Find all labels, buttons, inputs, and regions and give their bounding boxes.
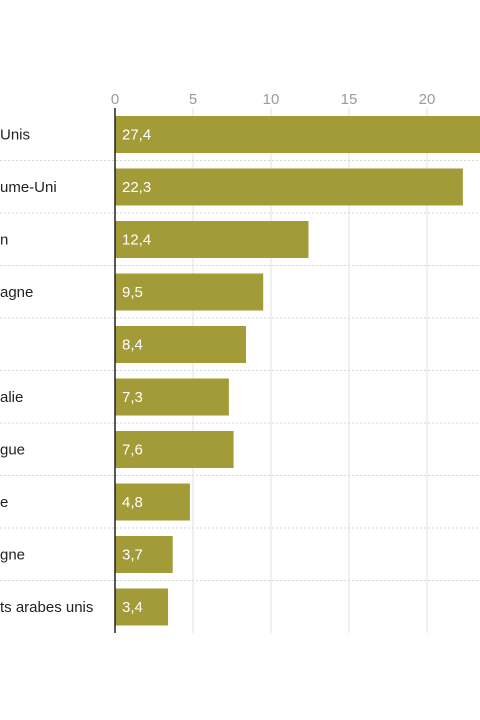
category-label: Unis xyxy=(0,127,30,144)
value-label: 3,4 xyxy=(122,599,143,616)
x-tick-label: 10 xyxy=(263,91,280,108)
bar xyxy=(115,483,190,521)
value-label: 4,8 xyxy=(122,494,143,511)
category-label: ts arabes unis xyxy=(0,599,93,616)
bar xyxy=(115,273,264,311)
x-tick-label: 15 xyxy=(341,91,358,108)
category-label: gne xyxy=(0,547,25,564)
value-label: 9,5 xyxy=(122,284,143,301)
x-tick-label: 0 xyxy=(111,91,119,108)
x-tick-label: 5 xyxy=(189,91,197,108)
x-tick-label: 20 xyxy=(419,91,436,108)
value-label: 7,3 xyxy=(122,389,143,406)
bar xyxy=(115,378,229,416)
value-label: 7,6 xyxy=(122,442,143,459)
value-label: 12,4 xyxy=(122,232,151,249)
value-label: 3,7 xyxy=(122,547,143,564)
category-label: n xyxy=(0,232,8,249)
bar xyxy=(115,116,480,153)
category-label: ume-Uni xyxy=(0,179,57,196)
bar xyxy=(115,588,169,626)
bar xyxy=(115,221,309,258)
value-label: 8,4 xyxy=(122,337,143,354)
bar xyxy=(115,326,247,363)
bar xyxy=(115,431,234,468)
value-label: 22,3 xyxy=(122,179,151,196)
category-label: e xyxy=(0,494,8,511)
category-label: gue xyxy=(0,442,25,459)
bar xyxy=(115,536,173,573)
category-label: alie xyxy=(0,389,23,406)
bar xyxy=(115,168,463,206)
category-label: agne xyxy=(0,284,33,301)
value-label: 27,4 xyxy=(122,127,151,144)
